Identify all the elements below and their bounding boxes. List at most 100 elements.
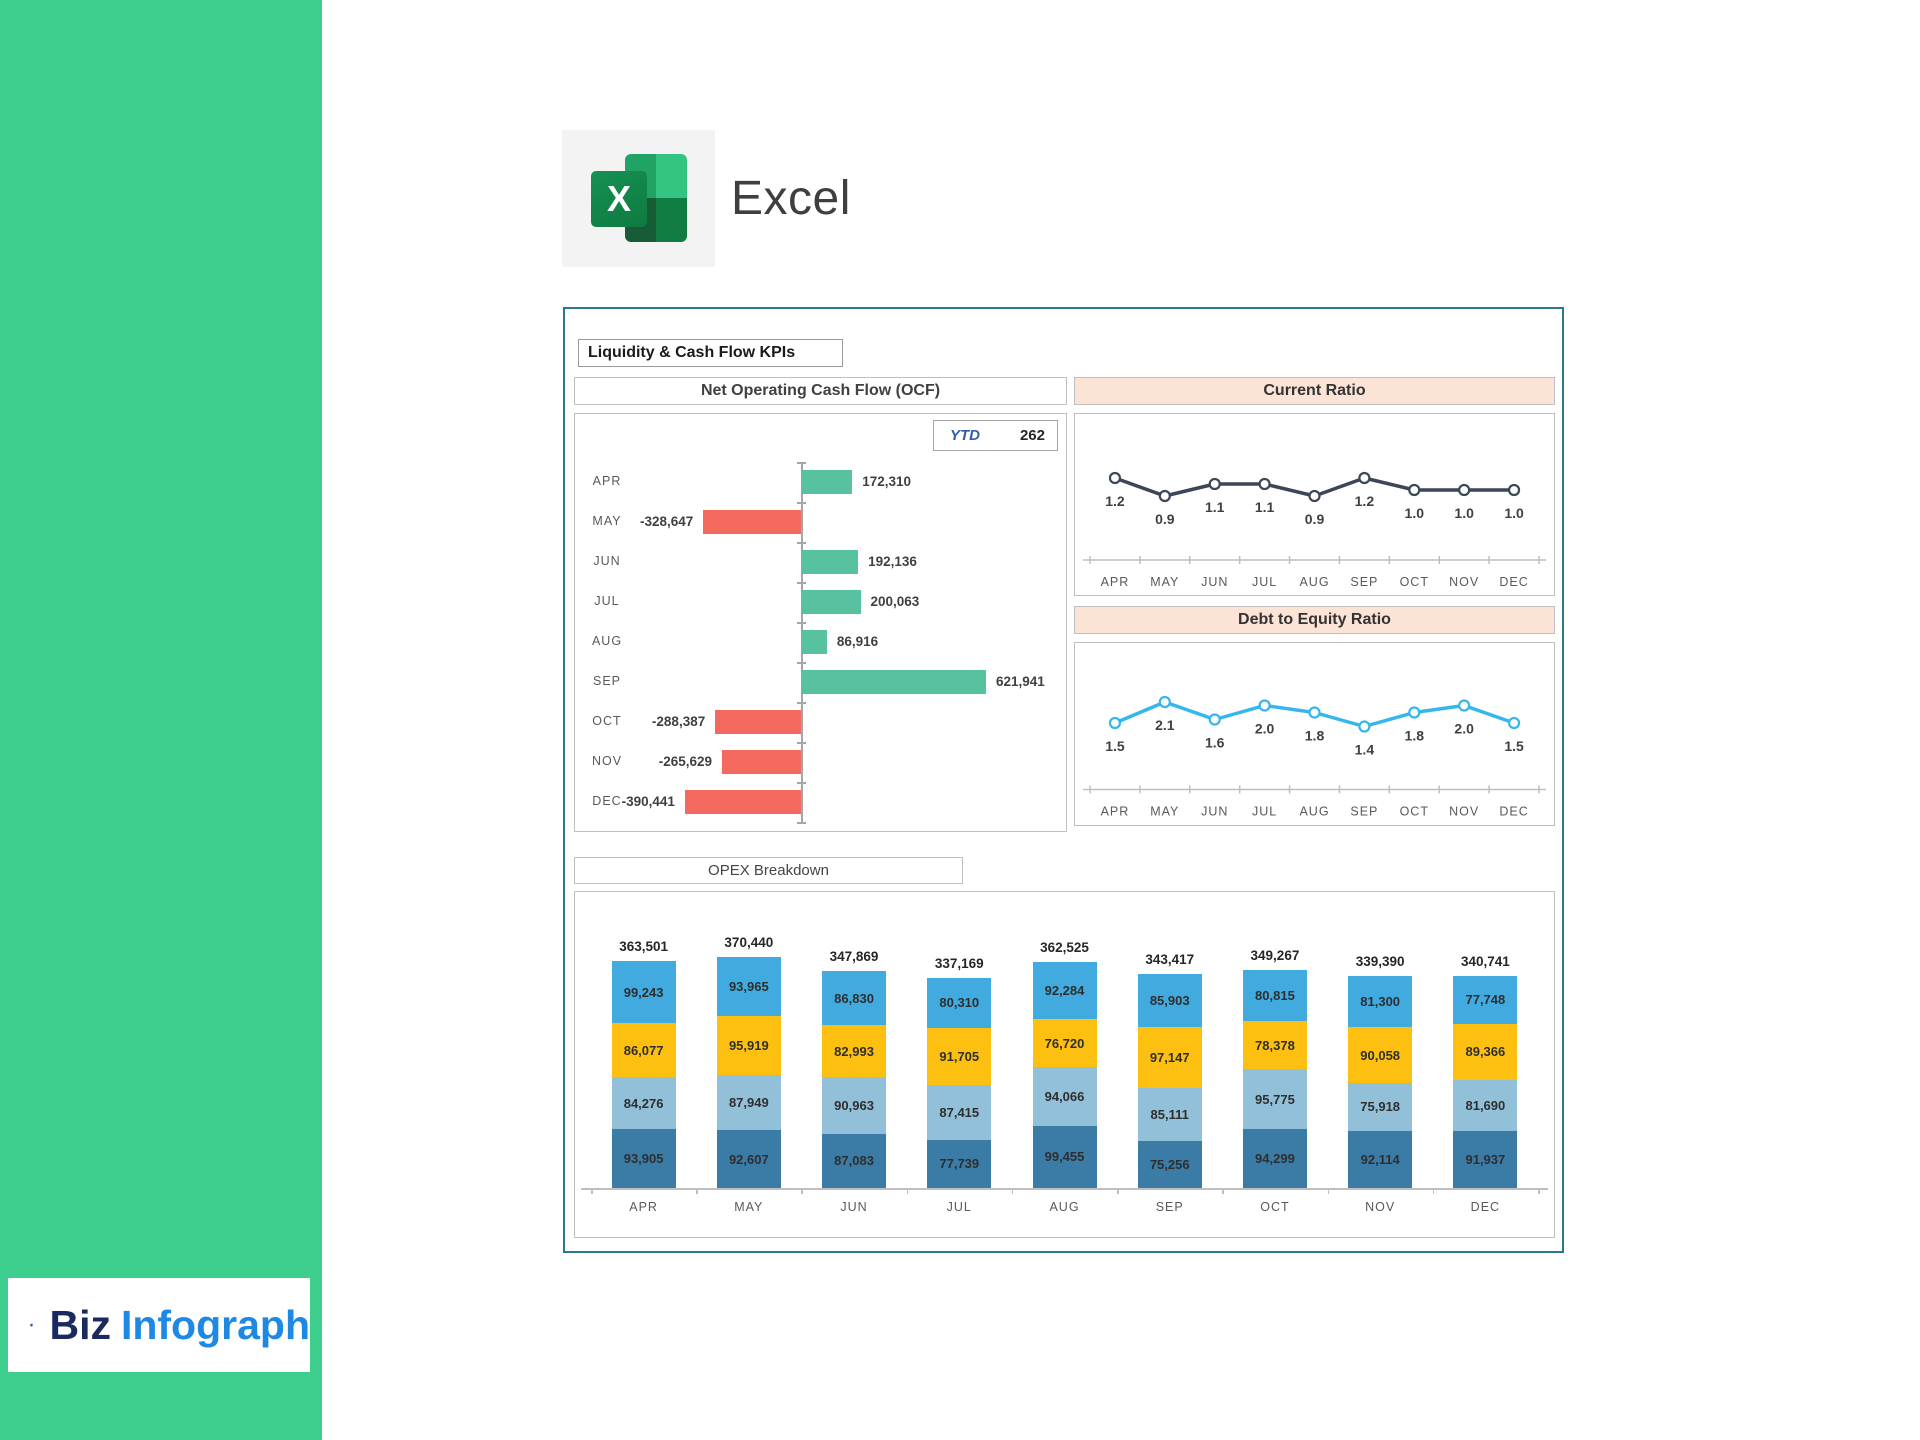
opex-segment-stack-top: 81,300: [1348, 976, 1413, 1028]
debt-equity-header: Debt to Equity Ratio: [1074, 606, 1555, 634]
opex-total-label: 340,741: [1460, 953, 1510, 969]
opex-total-label: 370,440: [724, 935, 774, 950]
ocf-value-label: -328,647: [639, 514, 694, 529]
opex-axis-tick: [1222, 1188, 1224, 1194]
opex-axis-tick: [1538, 1188, 1540, 1194]
opex-segment-stack-bottom: 93,905: [611, 1129, 676, 1188]
ocf-bar-negative: [684, 790, 801, 814]
opex-total-label: 337,169: [934, 955, 984, 971]
ocf-axis-tick: [797, 702, 806, 704]
current_ratio-month-label: NOV: [1449, 575, 1479, 589]
opex-segment-stack-3: 91,705: [927, 1027, 992, 1085]
current_ratio-value-label: 0.9: [1155, 511, 1175, 527]
ocf-bar-positive: [801, 590, 861, 614]
ocf-axis-tick: [797, 822, 806, 824]
pie-chart-icon: [30, 1323, 34, 1327]
opex-segment-stack-bottom: 77,739: [927, 1139, 992, 1188]
current_ratio-month-label: AUG: [1299, 575, 1329, 589]
debt_to_equity-value-label: 1.6: [1205, 735, 1225, 751]
opex-month-label: MAY: [734, 1200, 764, 1214]
opex-month-label: AUG: [1049, 1200, 1080, 1214]
ytd-box: YTD 262: [933, 420, 1058, 451]
excel-icon: X: [591, 154, 687, 242]
current_ratio-value-label: 1.2: [1355, 493, 1375, 509]
current_ratio-value-label: 1.1: [1205, 499, 1225, 515]
opex-segment-stack-top: 80,310: [927, 977, 992, 1028]
opex-segment-stack-3: 90,058: [1348, 1027, 1413, 1084]
opex-total-label: 349,267: [1250, 948, 1300, 964]
excel-icon-x: X: [591, 171, 647, 227]
ocf-value-label: -390,441: [621, 794, 675, 809]
dashboard: Liquidity & Cash Flow KPIs Net Operating…: [563, 307, 1564, 1253]
current_ratio-month-label: APR: [1101, 575, 1130, 589]
current_ratio-value-label: 1.0: [1504, 505, 1524, 521]
opex-axis-tick: [1432, 1188, 1435, 1194]
debt_to_equity-marker: [1308, 706, 1321, 719]
opex-segment-stack-bottom: 92,607: [716, 1130, 781, 1188]
ocf-value-label: 86,916: [836, 634, 879, 649]
ocf-axis-tick: [797, 662, 806, 664]
opex-segment-stack-bottom: 91,937: [1453, 1130, 1518, 1188]
debt_to_equity-marker: [1108, 716, 1122, 730]
opex-month-label: JUL: [946, 1200, 972, 1214]
debt_to_equity-value-label: 2.1: [1155, 717, 1175, 733]
current_ratio-marker: [1108, 471, 1122, 485]
current_ratio-value-label: 0.9: [1305, 511, 1325, 527]
opex-segment-stack-2: 75,918: [1348, 1083, 1413, 1131]
debt_to_equity-month-label: JUL: [1252, 805, 1277, 819]
ocf-month-label: JUN: [593, 554, 621, 568]
opex-segment-stack-top: 85,903: [1137, 973, 1202, 1028]
ocf-axis-tick: [797, 742, 806, 744]
debt-equity-plot: 1.5 APR 2.1 MAY 1.6 JUN 2.0 JUL 1.8 AUG 1.4 SEP 1.8 O…: [1075, 643, 1554, 825]
debt_to_equity-month-label: OCT: [1400, 805, 1429, 819]
current-ratio-plot: 1.2 APR 0.9 MAY 1.1 JUN 1.1 JUL 0.9 AUG 1.2 SEP 1.0 O…: [1075, 414, 1554, 595]
opex-segment-stack-3: 78,378: [1242, 1020, 1307, 1070]
opex-axis-tick: [696, 1188, 698, 1194]
opex-plot: 93,905 84,276 86,077 99,243 363,501 APR 92,607…: [575, 892, 1554, 1237]
current_ratio-marker: [1158, 489, 1171, 503]
opex-month-label: SEP: [1155, 1200, 1184, 1214]
opex-month-label: JUN: [840, 1200, 868, 1214]
opex-axis-tick: [1011, 1188, 1014, 1194]
debt_to_equity-marker: [1507, 716, 1521, 730]
opex-month-label: DEC: [1470, 1200, 1501, 1214]
opex-segment-stack-2: 87,949: [716, 1075, 781, 1131]
opex-month-label: OCT: [1260, 1200, 1290, 1214]
current_ratio-month-label: JUN: [1201, 575, 1228, 589]
opex-segment-stack-top: 80,815: [1242, 970, 1307, 1021]
ytd-value: 262: [1019, 427, 1045, 444]
ocf-month-label: NOV: [591, 754, 623, 768]
debt_to_equity-marker: [1458, 699, 1471, 712]
debt_to_equity-value-label: 1.5: [1105, 738, 1125, 754]
debt_to_equity-month-label: NOV: [1449, 805, 1479, 819]
ocf-bar-positive: [801, 550, 859, 574]
current_ratio-marker: [1208, 477, 1221, 491]
opex-axis-tick: [1327, 1188, 1330, 1194]
opex-axis-tick: [1117, 1188, 1119, 1194]
current_ratio-value-label: 1.2: [1105, 493, 1125, 509]
ocf-month-label: OCT: [592, 714, 622, 728]
ocf-month-label: MAY: [592, 514, 622, 528]
current_ratio-month-label: MAY: [1150, 575, 1179, 589]
opex-segment-stack-top: 77,748: [1453, 975, 1518, 1024]
current_ratio-marker: [1358, 471, 1371, 485]
debt_to_equity-month-label: AUG: [1299, 805, 1329, 819]
debt_to_equity-value-label: 1.8: [1305, 728, 1325, 744]
ocf-month-label: DEC: [592, 794, 622, 808]
debt_to_equity-value-label: 1.8: [1405, 728, 1425, 744]
opex-segment-stack-2: 84,276: [611, 1076, 676, 1130]
ocf-bar-negative: [715, 710, 801, 734]
ocf-axis-tick: [797, 782, 806, 784]
app-title: Excel: [731, 172, 851, 225]
debt_to_equity-month-label: SEP: [1350, 805, 1378, 819]
ocf-header: Net Operating Cash Flow (OCF): [574, 377, 1067, 405]
opex-segment-stack-2: 90,963: [822, 1076, 887, 1134]
opex-total-label: 363,501: [619, 939, 669, 955]
opex-segment-stack-2: 94,066: [1032, 1067, 1097, 1126]
opex-month-label: APR: [629, 1200, 658, 1214]
current_ratio-marker: [1408, 483, 1421, 497]
ocf-value-label: 192,136: [868, 554, 917, 569]
ocf-month-label: APR: [592, 474, 622, 488]
ocf-month-label: SEP: [592, 674, 621, 688]
opex-segment-stack-3: 95,919: [716, 1015, 781, 1076]
